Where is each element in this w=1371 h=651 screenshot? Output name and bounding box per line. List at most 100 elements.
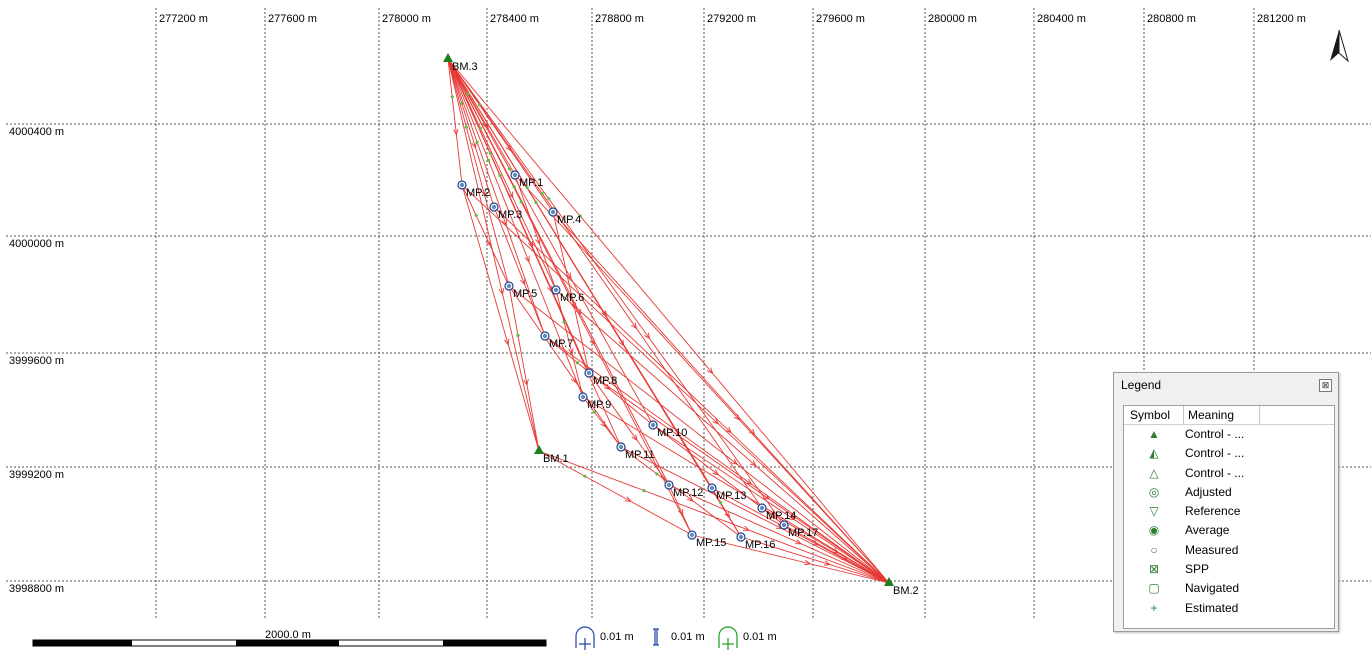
survey-point[interactable]: MP.16: [736, 532, 775, 551]
survey-point[interactable]: BM.3: [443, 53, 478, 73]
survey-point[interactable]: MP.13: [707, 483, 746, 502]
vector-arrow: [794, 539, 803, 545]
vector-midpoint: [512, 185, 516, 189]
vector-arrow: [570, 302, 577, 310]
survey-point[interactable]: MP.12: [664, 480, 703, 499]
control-partial-icon: ◭: [1149, 446, 1159, 461]
survey-point[interactable]: MP.1: [510, 170, 543, 189]
survey-point[interactable]: MP.11: [616, 442, 655, 461]
vector-line: [447, 58, 510, 287]
vector-line: [514, 174, 557, 291]
vector-arrow: [769, 512, 777, 519]
y-axis-tick-label: 3999600 m: [9, 355, 64, 367]
survey-point[interactable]: BM.2: [884, 577, 919, 597]
vector-midpoint: [498, 173, 502, 177]
measured-point-fill: [586, 370, 592, 376]
y-axis-tick-label: 3999200 m: [9, 469, 64, 481]
vector-arrow: [520, 278, 526, 286]
legend-row: ▽ Reference: [1124, 502, 1334, 521]
vector-line: [447, 58, 763, 509]
measured-point-fill: [580, 394, 586, 400]
vector-arrow: [603, 383, 611, 391]
survey-point[interactable]: MP.4: [548, 207, 581, 226]
vector-arrow: [505, 144, 512, 152]
y-axis-tick-label: 3998800 m: [9, 583, 64, 595]
vector-arrow: [570, 376, 577, 384]
vector-line: [691, 534, 890, 584]
vector-midpoint: [464, 125, 468, 129]
legend-row: ◭ Control - ...: [1124, 444, 1334, 463]
vector-line: [711, 487, 742, 538]
vector-midpoint: [488, 151, 492, 155]
vector-arrow: [712, 469, 720, 476]
legend-close-icon[interactable]: ⊠: [1319, 379, 1332, 392]
x-axis-tick-label: 277600 m: [268, 13, 317, 25]
vector-arrow: [724, 511, 730, 519]
survey-point[interactable]: MP.6: [551, 285, 584, 304]
control-tolerance-icon: [718, 626, 738, 650]
vector-line: [555, 289, 584, 398]
survey-point[interactable]: BM.1: [534, 445, 569, 465]
vector-line: [447, 58, 693, 536]
control-open-icon: △: [1149, 465, 1159, 480]
adjusted-icon: ◎: [1148, 484, 1160, 499]
survey-point[interactable]: MP.3: [489, 202, 522, 221]
survey-point[interactable]: MP.5: [504, 281, 537, 300]
vector-line: [552, 211, 590, 374]
vector-line: [620, 446, 890, 584]
vector-midpoint: [460, 101, 464, 105]
scale-bar: [32, 639, 547, 647]
survey-point[interactable]: MP.2: [457, 180, 490, 199]
survey-point[interactable]: MP.14: [757, 503, 796, 522]
x-axis-tick-label: 278000 m: [382, 13, 431, 25]
y-axis-tick-label: 4000400 m: [9, 126, 64, 138]
vector-arrow: [485, 239, 491, 247]
vector-line: [740, 536, 890, 584]
vector-arrow: [631, 434, 638, 442]
y-axis-tick-label: 4000000 m: [9, 238, 64, 250]
x-axis-tick-label: 278800 m: [595, 13, 644, 25]
measured-icon: ○: [1150, 542, 1158, 557]
legend-col-symbol[interactable]: Symbol: [1130, 408, 1171, 422]
point-label: MP.10: [657, 427, 687, 439]
survey-point[interactable]: MP.17: [779, 520, 818, 539]
vector-line: [652, 424, 763, 509]
survey-point[interactable]: MP.9: [578, 392, 611, 411]
control-point-icon: [443, 53, 453, 62]
measured-point-fill: [512, 172, 518, 178]
vector-line: [461, 184, 510, 287]
survey-point[interactable]: MP.8: [584, 368, 617, 387]
legend-list: Symbol Meaning ▲ Control - ... ◭ Control -…: [1123, 405, 1335, 629]
survey-point[interactable]: MP.7: [540, 331, 573, 350]
x-axis-tick-label: 281200 m: [1257, 13, 1306, 25]
vector-arrow: [618, 339, 625, 347]
average-icon: ◉: [1148, 523, 1160, 538]
horizontal-tolerance-icon: [575, 626, 595, 650]
legend-col-meaning[interactable]: Meaning: [1188, 408, 1235, 422]
survey-point[interactable]: MP.15: [687, 530, 726, 549]
measured-point-fill: [491, 204, 497, 210]
point-label: BM.3: [452, 61, 478, 73]
spp-icon: ⊠: [1148, 562, 1160, 577]
legend-panel[interactable]: Legend ⊠ Symbol Meaning ▲ Control - ... ◭…: [1113, 372, 1339, 632]
point-label: MP.16: [745, 539, 775, 551]
vector-midpoint: [486, 158, 491, 162]
vector-arrow: [840, 554, 849, 561]
legend-row: ▢ Navigated: [1148, 581, 1240, 596]
x-axis-tick-label: 280400 m: [1037, 13, 1086, 25]
x-axis-tick-label: 280800 m: [1147, 13, 1196, 25]
legend-title: Legend: [1121, 378, 1162, 392]
vector-midpoint: [516, 333, 520, 338]
vector-line: [544, 335, 890, 584]
vector-arrow: [453, 128, 459, 136]
vector-line: [447, 58, 654, 426]
vector-midpoint: [540, 192, 544, 196]
vector-arrow: [601, 310, 608, 318]
survey-point[interactable]: MP.10: [648, 420, 687, 439]
legend-row: ◎ Adjusted: [1148, 484, 1232, 499]
vector-line: [461, 184, 540, 452]
x-axis-tick-label: 279200 m: [707, 13, 756, 25]
vector-line: [555, 289, 890, 584]
vector-midpoint: [474, 213, 478, 217]
survey-points[interactable]: BM.3 BM.2 BM.1 MP.1 MP.2 MP.3 MP.4 MP.5 MP.6 MP.7…: [443, 53, 919, 597]
